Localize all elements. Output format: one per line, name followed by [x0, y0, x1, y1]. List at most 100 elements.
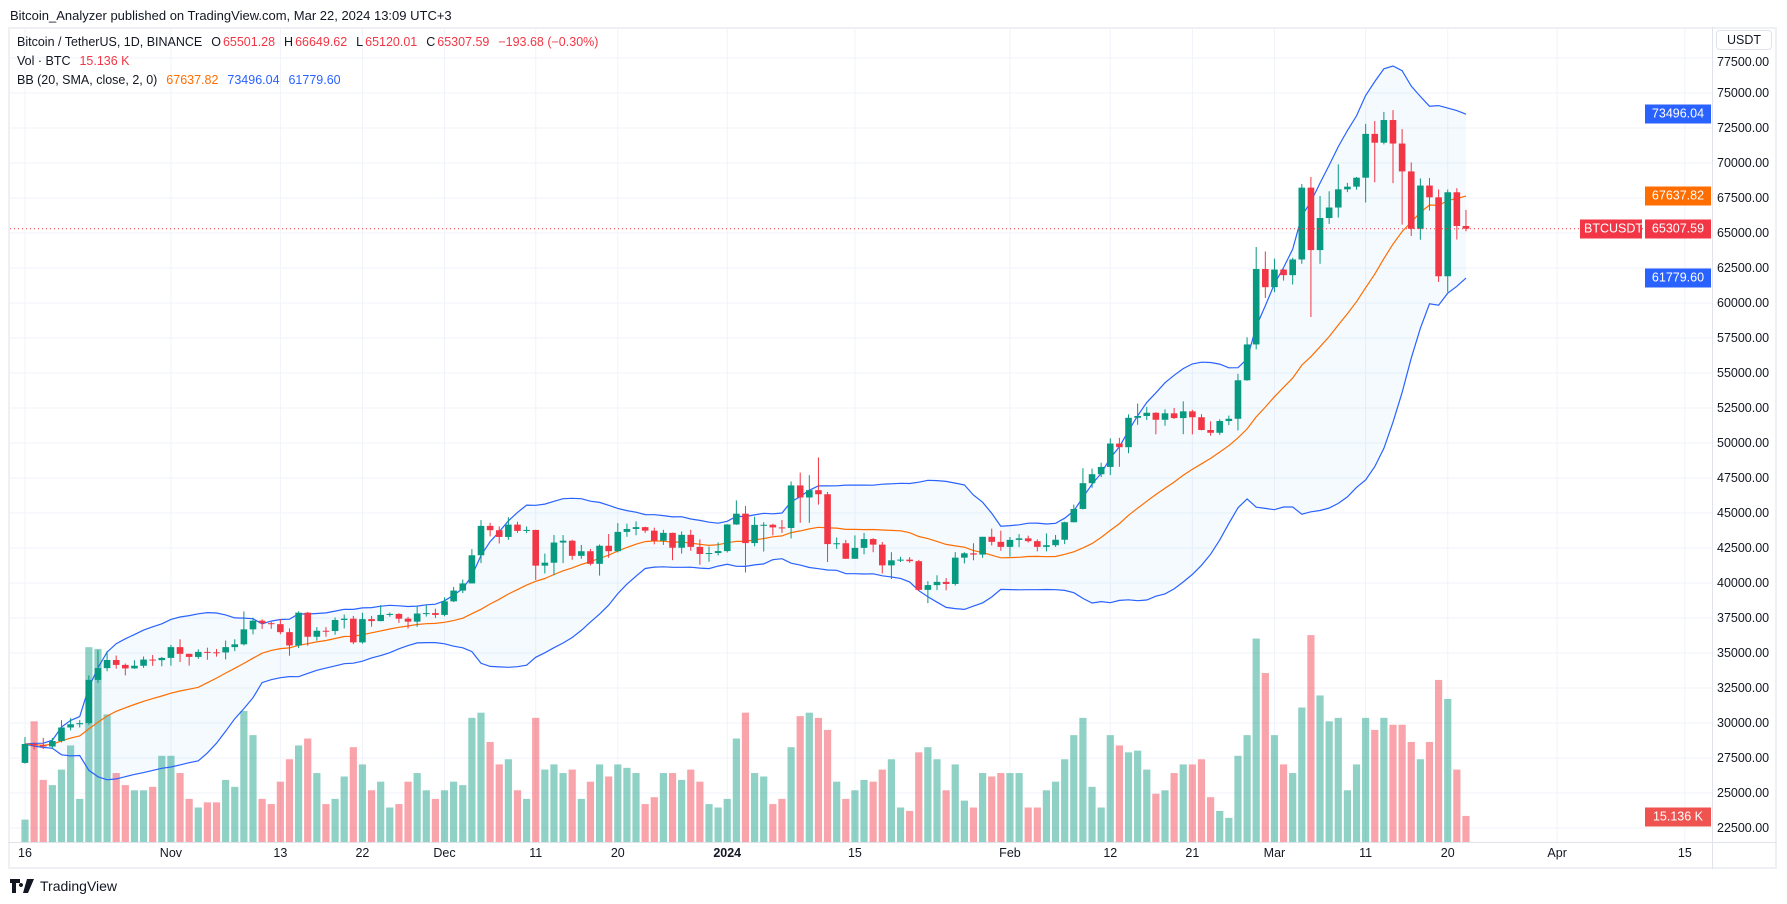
candle [404, 616, 412, 629]
time-tick-label: 20 [1440, 846, 1455, 860]
volume-bar [751, 773, 759, 842]
volume-bar [358, 764, 367, 842]
symbol-name[interactable]: Bitcoin / TetherUS, 1D, BINANCE [17, 35, 203, 49]
candle-body [705, 553, 713, 555]
candle [979, 536, 986, 558]
candle-body [1407, 171, 1415, 229]
volume-bar [222, 779, 230, 842]
tradingview-logo[interactable]: TradingView [10, 878, 117, 894]
low-value: 65120.01 [365, 35, 418, 49]
volume-bar [595, 764, 604, 842]
candle-body [149, 659, 156, 661]
candle-body [495, 530, 503, 537]
volume-label[interactable]: Vol · BTC [17, 54, 71, 68]
candle-body [568, 540, 576, 556]
candle [477, 520, 485, 564]
volume-bar [267, 804, 275, 842]
volume-bar [1006, 773, 1014, 842]
candle-body [723, 524, 731, 552]
volume-bar [276, 781, 284, 842]
volume-bar [258, 798, 266, 842]
candle [915, 559, 923, 591]
candle-body [970, 553, 977, 555]
candle [1125, 414, 1132, 454]
volume-bar [1289, 773, 1297, 842]
candle-body [596, 545, 603, 564]
candle-body [477, 525, 485, 556]
candle-body [350, 618, 357, 643]
price-tick-label: 45000.00 [1717, 506, 1770, 520]
volume-bar [769, 804, 777, 842]
candle [213, 649, 220, 657]
volume-bar [969, 807, 978, 842]
candle [733, 500, 740, 525]
candle [961, 552, 968, 564]
candle-body [1280, 269, 1287, 276]
volume-bar [1343, 790, 1351, 842]
candle [1344, 182, 1351, 193]
price-tick-label: 72500.00 [1717, 121, 1770, 135]
volume-bar [1216, 810, 1224, 842]
volume-bar [878, 769, 886, 842]
time-tick-label: Feb [999, 846, 1021, 860]
candle [395, 613, 403, 623]
candle-body [760, 524, 768, 526]
candle [176, 639, 184, 662]
volume-bar [586, 781, 595, 842]
candle-series [21, 110, 1470, 764]
candle [1198, 414, 1205, 431]
candle-body [94, 668, 102, 680]
bb-basis-value: 67637.82 [166, 73, 219, 87]
candle-body [158, 657, 166, 661]
candle [897, 556, 904, 562]
candle [988, 528, 996, 546]
candle [1271, 258, 1278, 293]
candle-body [486, 525, 494, 531]
candle-body [623, 528, 631, 532]
volume-series [21, 635, 1470, 842]
candle-body [833, 543, 840, 545]
candle-body [103, 660, 111, 669]
candle-body [258, 620, 266, 624]
candle-body [286, 632, 293, 646]
volume-bar [85, 647, 93, 842]
volume-bar [304, 738, 312, 842]
candle-body [404, 618, 412, 622]
volume-bar [386, 807, 394, 842]
candle [277, 619, 284, 635]
volume-bar [668, 773, 677, 842]
volume-bar [1462, 815, 1470, 842]
volume-bar [1234, 755, 1242, 842]
candle-body [641, 527, 649, 531]
volume-bar [231, 786, 239, 842]
volume-bar [468, 717, 476, 842]
candle-body [632, 527, 640, 529]
volume-bar [787, 747, 795, 842]
volume-bar [1270, 735, 1279, 842]
volume-bar [486, 742, 494, 842]
volume-bar [1325, 721, 1333, 842]
volume-bar [1134, 750, 1142, 842]
close-label: C [426, 35, 436, 49]
volume-bar [650, 797, 658, 842]
candle [204, 647, 211, 660]
candle-body [432, 613, 439, 615]
candle [258, 619, 266, 629]
candle-body [1426, 185, 1433, 198]
bb-basis-price-label: 67637.82 [1645, 186, 1711, 206]
currency-button[interactable]: USDT [1716, 30, 1772, 50]
volume-bar [860, 779, 868, 842]
candle [851, 535, 859, 559]
time-tick-label: 15 [847, 846, 862, 860]
candle [1334, 164, 1342, 218]
candle [796, 472, 804, 523]
candle-body [824, 494, 831, 545]
candle-body [468, 555, 476, 584]
candle [1216, 419, 1224, 435]
bb-label[interactable]: BB (20, SMA, close, 2, 0) [17, 73, 158, 87]
candle-body [167, 647, 175, 658]
volume-bar [942, 790, 950, 842]
volume-bar [367, 790, 376, 842]
candle [386, 612, 394, 617]
